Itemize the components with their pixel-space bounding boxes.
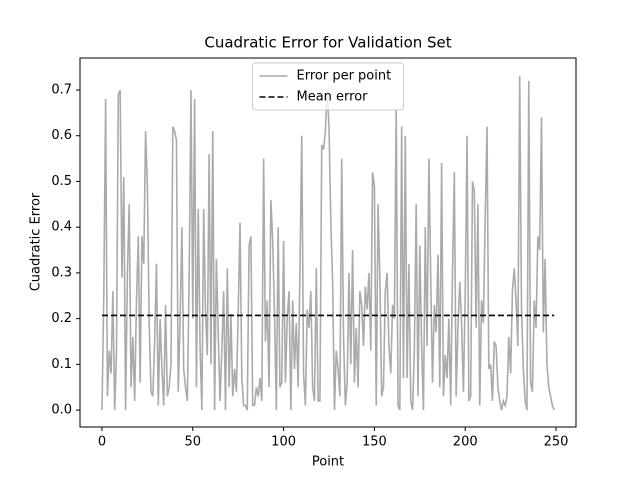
series-line: [101, 76, 555, 411]
x-tick-label: 50: [185, 435, 202, 450]
y-tick-label: 0.5: [51, 174, 72, 189]
x-tick-label: 200: [453, 435, 478, 450]
legend-label: Mean error: [297, 90, 369, 105]
x-tick-label: 100: [271, 435, 296, 450]
x-tick-label: 250: [544, 435, 569, 450]
y-tick-label: 0.1: [51, 357, 72, 372]
chart-title: Cuadratic Error for Validation Set: [204, 34, 451, 52]
x-tick-label: 0: [98, 435, 106, 450]
y-tick-label: 0.3: [51, 265, 72, 280]
y-tick-label: 0.2: [51, 311, 72, 326]
y-tick-label: 0.4: [51, 220, 72, 235]
y-tick-label: 0.7: [51, 83, 72, 98]
legend-box: [252, 62, 404, 111]
y-axis-label: Cuadratic Error: [29, 192, 44, 291]
y-tick-label: 0.0: [51, 403, 72, 418]
plot-frame: [79, 57, 577, 428]
y-tick-label: 0.6: [51, 128, 72, 143]
x-axis-label: Point: [312, 455, 344, 470]
legend-label: Error per point: [297, 69, 392, 84]
x-tick-label: 150: [362, 435, 387, 450]
